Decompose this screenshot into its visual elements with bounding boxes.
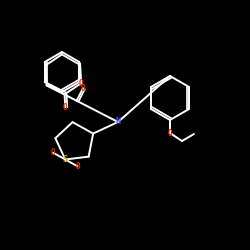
Text: O: O [168, 128, 172, 138]
Text: S: S [63, 155, 68, 164]
Text: O: O [81, 84, 85, 93]
Text: O: O [51, 148, 55, 157]
Text: N: N [116, 118, 120, 126]
Text: O: O [75, 162, 80, 171]
Text: O: O [79, 79, 84, 88]
Text: O: O [63, 103, 68, 112]
